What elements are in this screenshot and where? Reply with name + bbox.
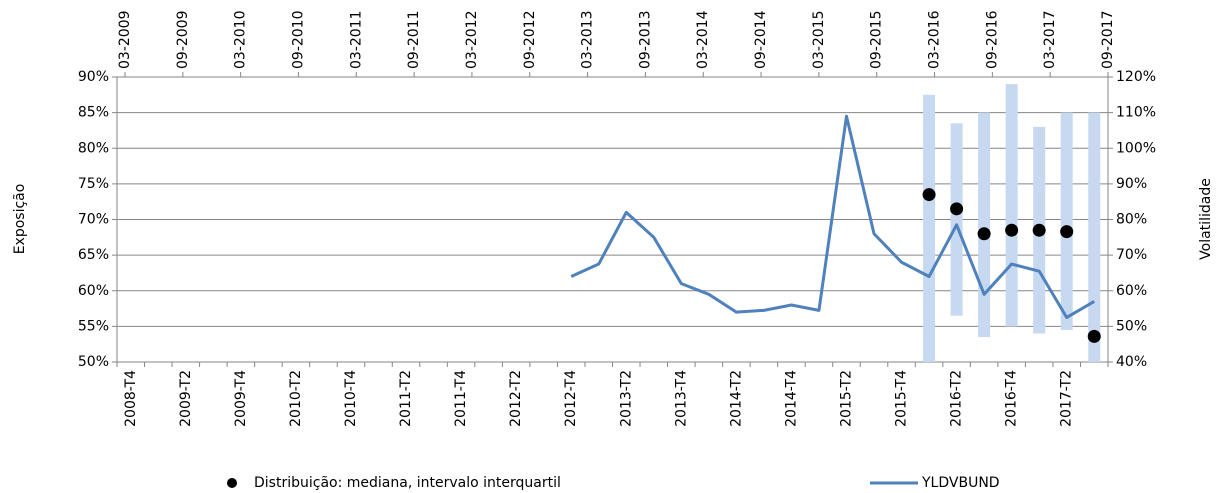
top-tick-label: 09-2011 bbox=[406, 11, 422, 70]
y2-tick-label: 70% bbox=[1116, 247, 1147, 263]
x-tick-label: 2010-T4 bbox=[343, 370, 359, 427]
top-tick-label: 09-2013 bbox=[637, 11, 653, 70]
median-dot bbox=[950, 202, 964, 216]
x-tick-label: 2012-T2 bbox=[508, 370, 524, 427]
iqr-bar bbox=[923, 94, 936, 362]
y2-tick-label: 90% bbox=[1116, 176, 1147, 192]
x-tick-label: 2016-T2 bbox=[949, 370, 965, 427]
median-dot bbox=[1087, 329, 1101, 343]
y-tick-label: 90% bbox=[78, 69, 109, 85]
legend-label: YLDVBUND bbox=[921, 475, 1000, 491]
x-tick-label: 2015-T4 bbox=[894, 370, 910, 427]
x-tick-label: 2009-T2 bbox=[178, 370, 194, 427]
median-dot bbox=[977, 227, 991, 241]
x-tick-label: 2013-T4 bbox=[673, 370, 689, 427]
x-tick-label: 2017-T2 bbox=[1059, 370, 1075, 427]
y2-tick-label: 60% bbox=[1116, 283, 1147, 299]
y2-tick-label: 80% bbox=[1116, 212, 1147, 228]
y-tick-label: 80% bbox=[78, 140, 109, 156]
iqr-bar bbox=[950, 123, 963, 316]
median-dot bbox=[1060, 225, 1074, 239]
y-tick-label: 70% bbox=[78, 212, 109, 228]
top-tick-label: 03-2017 bbox=[1042, 11, 1058, 70]
top-tick-label: 03-2010 bbox=[233, 11, 249, 70]
top-tick-label: 03-2013 bbox=[580, 11, 596, 70]
median-dot bbox=[1032, 223, 1046, 237]
x-tick-label: 2008-T4 bbox=[123, 370, 139, 427]
y-tick-label: 55% bbox=[78, 318, 109, 334]
x-tick-label: 2015-T2 bbox=[838, 370, 854, 427]
top-tick-label: 09-2009 bbox=[175, 11, 191, 70]
iqr-bar bbox=[978, 112, 991, 338]
top-tick-label: 09-2016 bbox=[984, 10, 1000, 69]
x-tick-label: 2011-T2 bbox=[398, 370, 414, 427]
x-tick-label: 2014-T2 bbox=[728, 370, 744, 427]
legend-label: Distribuição: mediana, intervalo interqu… bbox=[254, 475, 561, 491]
y2-tick-label: 120% bbox=[1116, 69, 1156, 85]
x-tick-label: 2014-T4 bbox=[783, 370, 799, 427]
top-tick-label: 03-2014 bbox=[695, 10, 711, 69]
median-dot bbox=[1005, 223, 1019, 237]
y2-tick-label: 110% bbox=[1116, 105, 1156, 121]
y2-axis-title: Volatilidade bbox=[1198, 178, 1214, 260]
top-tick-label: 03-2012 bbox=[464, 11, 480, 70]
y-tick-label: 85% bbox=[78, 105, 109, 121]
top-tick-label: 09-2015 bbox=[869, 11, 885, 70]
x-tick-label: 2016-T4 bbox=[1004, 370, 1020, 427]
top-tick-label: 09-2014 bbox=[753, 10, 769, 69]
y-tick-label: 75% bbox=[78, 176, 109, 192]
top-tick-label: 03-2016 bbox=[927, 10, 943, 69]
top-tick-label: 03-2015 bbox=[811, 11, 827, 70]
top-tick-label: 03-2009 bbox=[117, 11, 133, 70]
legend-marker bbox=[227, 478, 237, 488]
top-tick-label: 09-2017 bbox=[1100, 11, 1116, 70]
x-tick-label: 2013-T2 bbox=[618, 370, 634, 427]
x-tick-label: 2009-T4 bbox=[233, 370, 249, 427]
iqr-bar bbox=[1005, 84, 1018, 327]
top-tick-label: 03-2011 bbox=[348, 11, 364, 70]
y2-tick-label: 40% bbox=[1116, 354, 1147, 370]
top-tick-label: 09-2012 bbox=[522, 11, 538, 70]
y2-tick-label: 100% bbox=[1116, 140, 1156, 156]
y-tick-label: 50% bbox=[78, 354, 109, 370]
iqr-bar bbox=[1088, 112, 1101, 362]
y2-tick-label: 50% bbox=[1116, 318, 1147, 334]
line bbox=[570, 114, 1095, 319]
top-tick-label: 09-2010 bbox=[290, 11, 306, 70]
y-tick-label: 65% bbox=[78, 247, 109, 263]
x-tick-label: 2010-T2 bbox=[288, 370, 304, 427]
iqr-bar bbox=[1060, 112, 1073, 330]
x-tick-label: 2011-T4 bbox=[453, 370, 469, 427]
median-dot bbox=[922, 188, 936, 202]
x-tick-label: 2012-T4 bbox=[563, 370, 579, 427]
y-axis-title: Exposição bbox=[12, 184, 28, 255]
y-tick-label: 60% bbox=[78, 283, 109, 299]
